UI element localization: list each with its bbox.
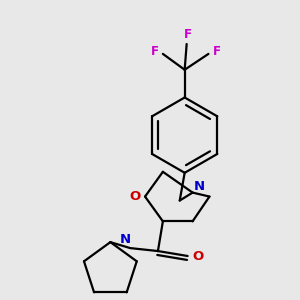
Text: F: F bbox=[151, 45, 159, 58]
Text: F: F bbox=[212, 45, 220, 58]
Text: N: N bbox=[120, 233, 131, 246]
Text: N: N bbox=[194, 180, 205, 193]
Text: O: O bbox=[192, 250, 203, 262]
Text: O: O bbox=[130, 190, 141, 203]
Text: F: F bbox=[184, 28, 192, 40]
